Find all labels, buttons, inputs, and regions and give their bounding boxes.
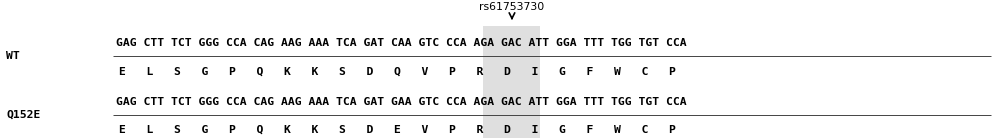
Bar bbox=[483, 26, 540, 139]
Text: rs61753730: rs61753730 bbox=[479, 2, 545, 12]
Text: E   L   S   G   P   Q   K   K   S   D   E   V   P   R   D   I   G   F   W   C   : E L S G P Q K K S D E V P R D I G F W C bbox=[119, 125, 676, 135]
Text: GAG CTT TCT GGG CCA CAG AAG AAA TCA GAT CAA GTC CCA AGA GAC ATT GGA TTT TGG TGT : GAG CTT TCT GGG CCA CAG AAG AAA TCA GAT … bbox=[116, 38, 687, 48]
Text: E   L   S   G   P   Q   K   K   S   D   Q   V   P   R   D   I   G   F   W   C   : E L S G P Q K K S D Q V P R D I G F W C bbox=[119, 66, 676, 76]
Text: Q152E: Q152E bbox=[6, 110, 41, 120]
Text: GAG CTT TCT GGG CCA CAG AAG AAA TCA GAT GAA GTC CCA AGA GAC ATT GGA TTT TGG TGT : GAG CTT TCT GGG CCA CAG AAG AAA TCA GAT … bbox=[116, 97, 687, 107]
Text: WT: WT bbox=[6, 51, 20, 61]
